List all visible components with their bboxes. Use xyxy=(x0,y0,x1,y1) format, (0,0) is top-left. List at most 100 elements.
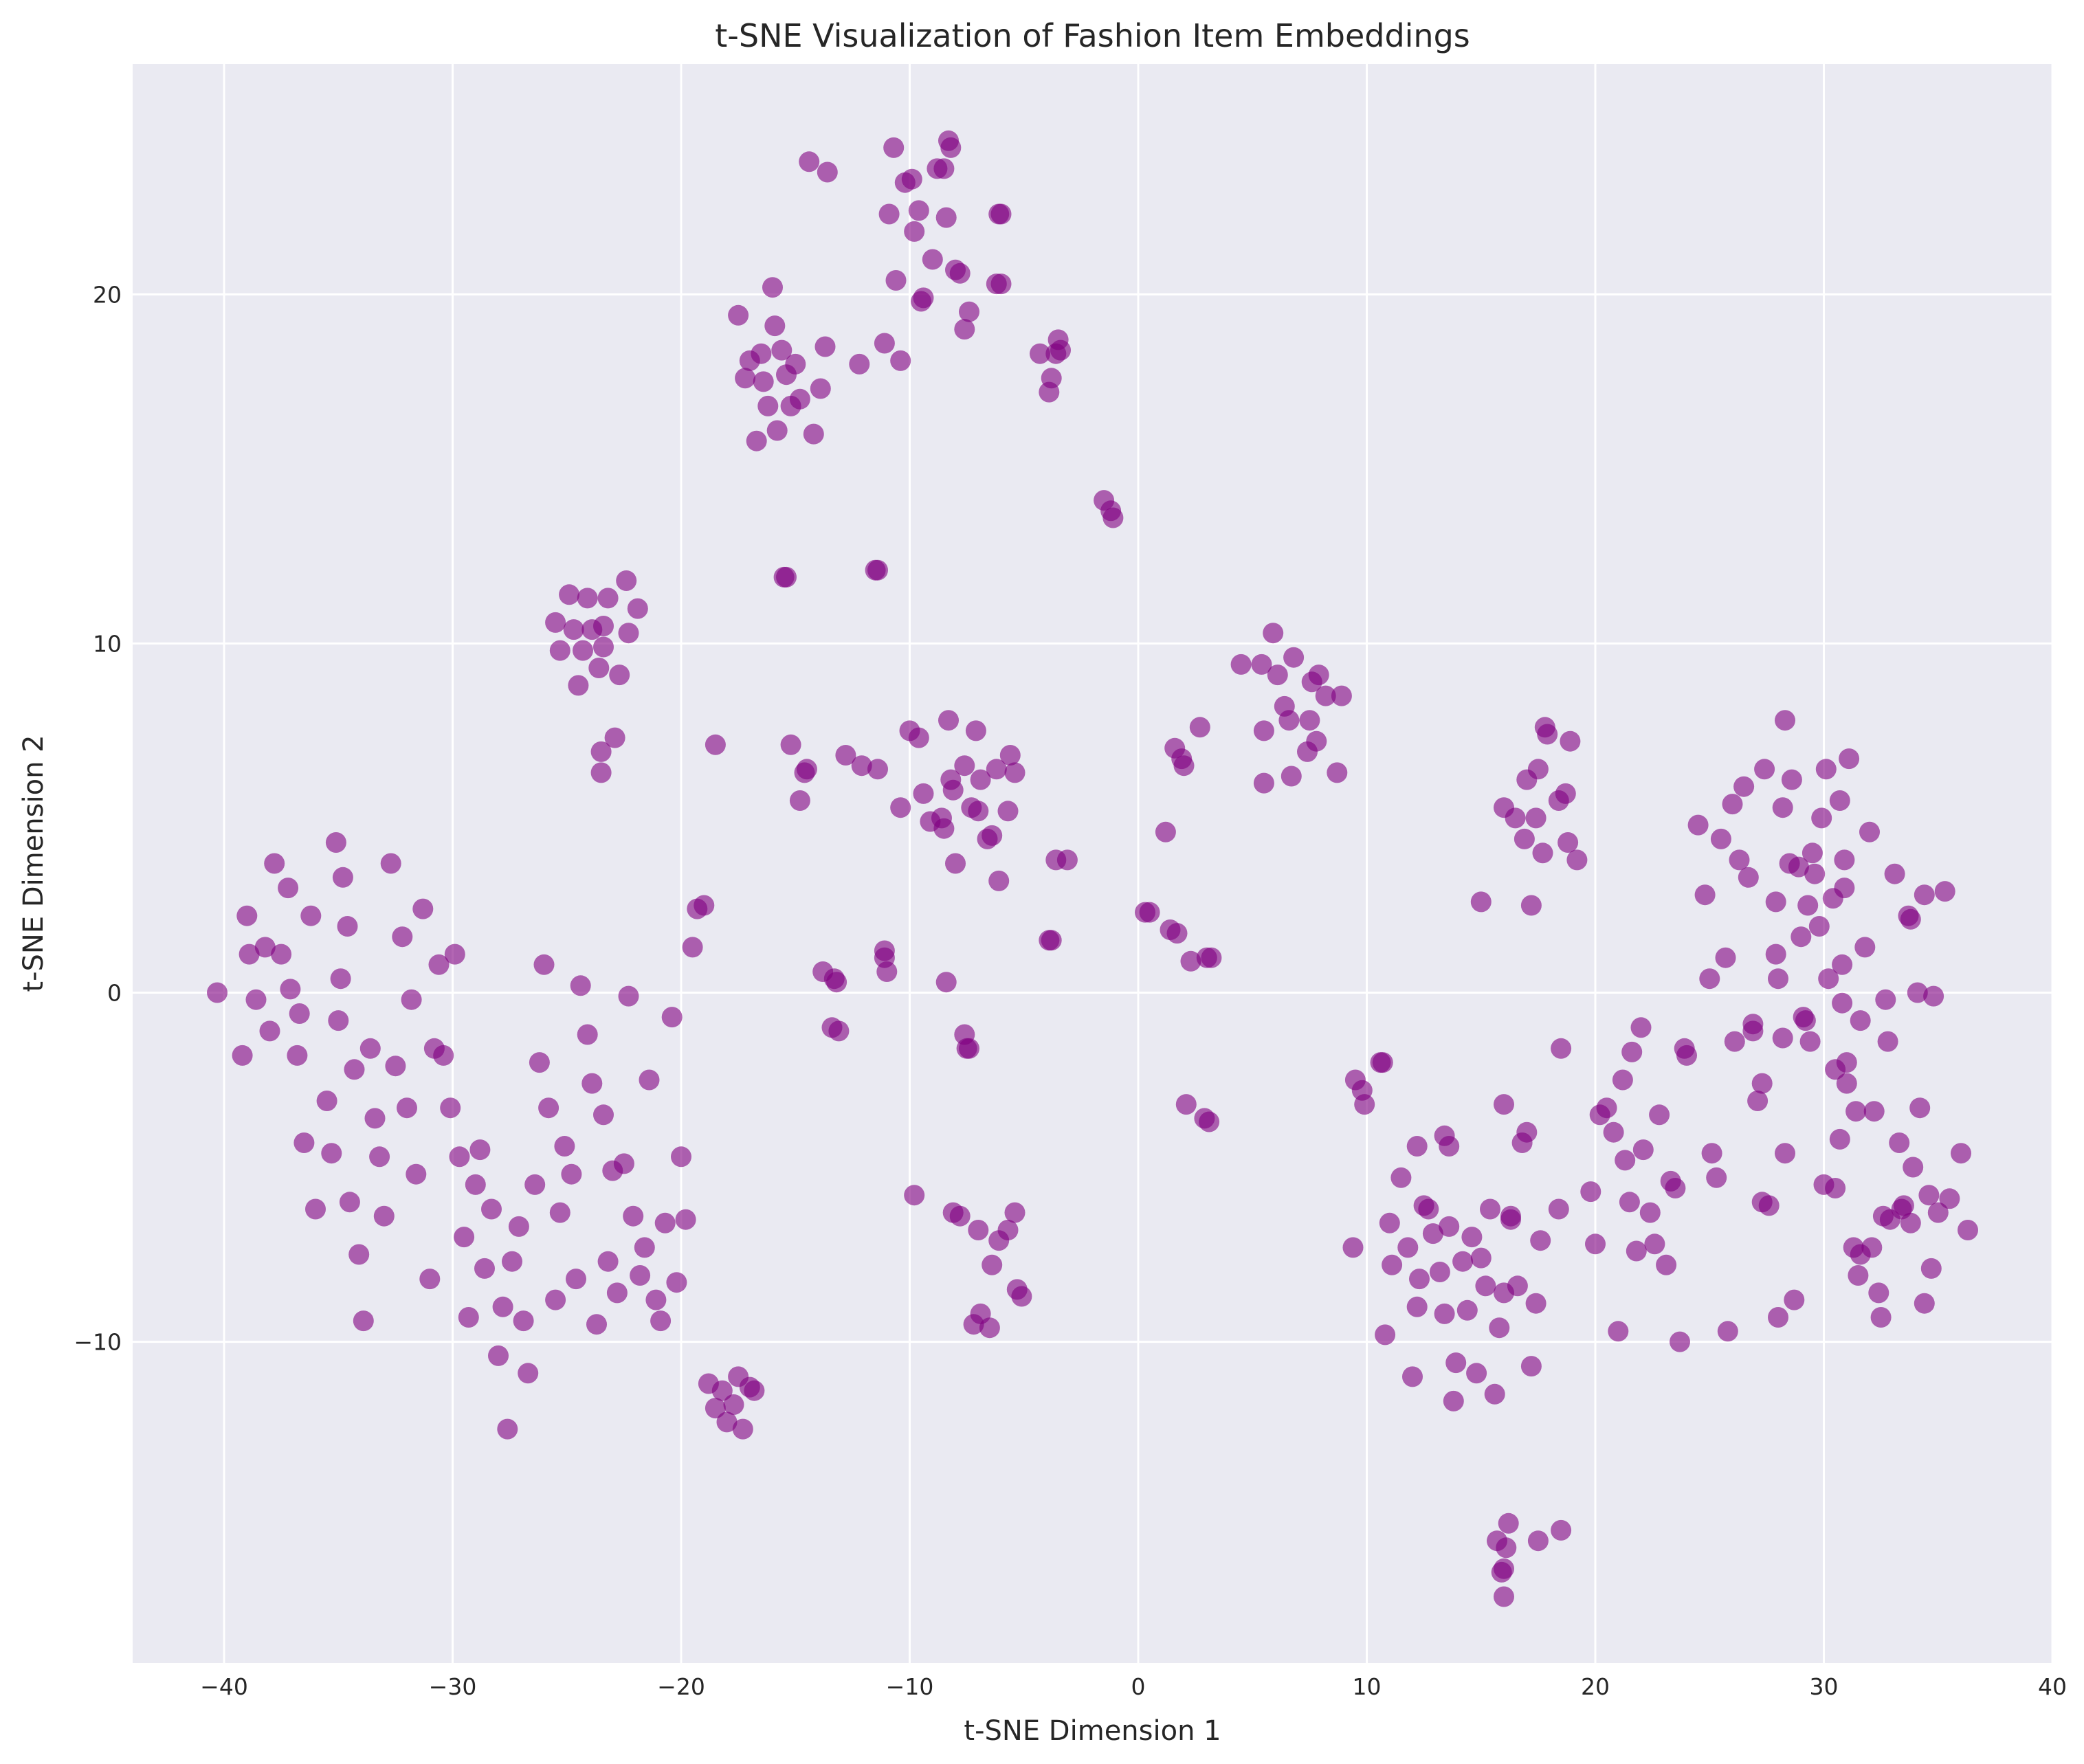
data-point xyxy=(502,1251,522,1272)
data-point xyxy=(1580,1181,1601,1203)
data-point xyxy=(385,1056,406,1077)
data-point xyxy=(604,727,625,748)
data-point xyxy=(1315,685,1336,706)
data-point xyxy=(577,588,598,609)
data-point xyxy=(1532,842,1553,864)
data-point xyxy=(1189,717,1210,738)
data-point xyxy=(935,972,957,993)
data-point xyxy=(661,1007,683,1028)
data-point xyxy=(1041,368,1062,389)
data-point xyxy=(803,423,824,445)
data-point xyxy=(1551,1519,1572,1541)
data-point xyxy=(508,1216,529,1237)
data-point xyxy=(1854,937,1876,958)
data-point xyxy=(650,1310,672,1332)
data-point xyxy=(245,989,267,1010)
data-point xyxy=(1429,1262,1450,1282)
data-point xyxy=(785,353,806,375)
data-point xyxy=(1630,1017,1652,1038)
data-point xyxy=(849,353,870,375)
data-point xyxy=(1475,1275,1496,1297)
data-point xyxy=(254,937,276,958)
data-point xyxy=(968,801,989,822)
data-point xyxy=(1751,1192,1773,1213)
data-point xyxy=(597,1251,619,1272)
data-point xyxy=(1815,759,1837,780)
data-point xyxy=(1829,1128,1850,1150)
data-point xyxy=(440,1097,461,1119)
data-point xyxy=(1281,766,1302,787)
data-point xyxy=(940,137,962,158)
data-point xyxy=(723,1394,744,1415)
x-tick-label: 10 xyxy=(1353,1673,1382,1700)
data-point xyxy=(1525,807,1547,829)
x-tick-label: 40 xyxy=(2038,1673,2067,1700)
data-point xyxy=(1494,1586,1514,1607)
data-point xyxy=(1039,930,1060,951)
data-point xyxy=(1670,1331,1690,1352)
data-point xyxy=(1765,944,1786,965)
data-point xyxy=(876,961,898,982)
data-point xyxy=(518,1363,539,1384)
data-point xyxy=(1619,1192,1640,1213)
data-point xyxy=(904,221,925,242)
data-point xyxy=(369,1146,390,1168)
data-point xyxy=(933,818,955,839)
data-point xyxy=(373,1205,395,1227)
data-point xyxy=(1004,1202,1026,1223)
x-tick-label: 0 xyxy=(1131,1673,1146,1700)
data-point xyxy=(908,200,929,221)
data-point xyxy=(1724,1031,1745,1052)
data-point xyxy=(549,1202,570,1223)
data-point xyxy=(1951,1143,1971,1164)
data-point xyxy=(1914,884,1935,906)
data-point xyxy=(1914,1293,1935,1314)
data-point xyxy=(1621,1041,1643,1062)
data-point xyxy=(1390,1167,1412,1188)
data-point xyxy=(597,588,619,609)
data-point xyxy=(746,430,767,451)
data-point xyxy=(796,759,817,780)
data-point xyxy=(874,333,895,354)
data-point xyxy=(1687,814,1709,836)
data-point xyxy=(1891,1198,1912,1220)
data-point xyxy=(751,343,772,364)
data-point xyxy=(634,1237,655,1258)
data-point xyxy=(954,755,975,777)
data-point xyxy=(332,867,353,888)
data-point xyxy=(529,1052,550,1073)
data-point xyxy=(1516,1121,1538,1143)
data-point xyxy=(1402,1366,1423,1387)
data-point xyxy=(1742,1014,1764,1035)
data-point xyxy=(942,779,964,801)
data-point xyxy=(559,584,580,605)
data-point xyxy=(581,1073,603,1094)
data-point xyxy=(1863,1101,1885,1122)
data-point xyxy=(538,1097,559,1119)
chart-title: t-SNE Visualization of Fashion Item Embe… xyxy=(715,17,1470,54)
data-point xyxy=(1834,878,1855,899)
data-point xyxy=(492,1296,513,1317)
data-point xyxy=(1694,884,1716,906)
data-point xyxy=(590,762,612,783)
data-point xyxy=(810,378,831,399)
data-point xyxy=(259,1020,280,1042)
tick-labels: −40 −30 −20 −10 0 10 20 30 40 −10 0 10 20 xyxy=(74,281,2067,1700)
data-point xyxy=(753,371,774,392)
data-point xyxy=(1585,1233,1606,1255)
y-tick-label: 0 xyxy=(107,979,122,1006)
data-point xyxy=(1733,776,1755,797)
data-point xyxy=(1799,1031,1821,1052)
data-point xyxy=(901,168,922,190)
data-point xyxy=(287,1045,308,1066)
data-point xyxy=(1342,1237,1364,1258)
data-point xyxy=(264,853,285,874)
data-point xyxy=(1927,1202,1949,1223)
data-point xyxy=(1102,507,1124,528)
data-point xyxy=(1903,1157,1924,1178)
data-point xyxy=(1699,968,1720,990)
data-point xyxy=(239,944,260,965)
data-point xyxy=(1201,947,1222,968)
data-point xyxy=(549,640,570,661)
y-tick-label: 20 xyxy=(93,281,122,308)
